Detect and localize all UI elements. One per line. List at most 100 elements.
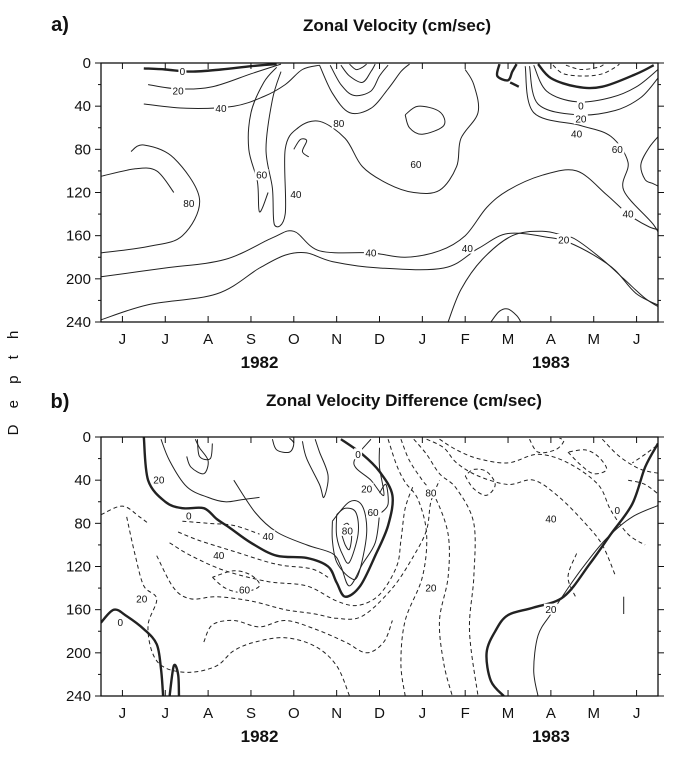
contour-line: [533, 64, 658, 103]
contour-label-bg: [423, 582, 438, 594]
contour-label: 40: [571, 130, 583, 141]
panel-label-b: b): [51, 391, 70, 413]
contour-line: [233, 479, 380, 587]
x-tick-label: M: [587, 331, 600, 348]
contour-label-bg: [543, 603, 558, 615]
contour-label-bg: [621, 208, 636, 220]
y-tick-label: 200: [66, 645, 91, 662]
contour-label-bg: [460, 242, 475, 254]
contour-label-bg: [134, 592, 149, 604]
contour-label: 80: [333, 119, 345, 130]
contour-label: 40: [545, 515, 557, 526]
contour-label: 0: [180, 67, 186, 78]
x-tick-label: M: [587, 705, 600, 722]
x-tick-label: A: [203, 331, 213, 348]
x-tick-label: F: [461, 331, 470, 348]
contour-line: [247, 66, 278, 213]
x-tick-label: M: [502, 331, 515, 348]
contour-line: [537, 63, 655, 90]
contour-line: [335, 507, 359, 564]
contour-line: [524, 66, 658, 233]
contour-label: 40: [622, 210, 634, 221]
panel-b: b) Zonal Velocity Difference (cm/sec)2004…: [51, 391, 664, 746]
contour-line: [567, 449, 608, 475]
contour-label-bg: [423, 487, 438, 499]
contour-label: 0: [615, 506, 621, 517]
contour-line: [509, 81, 520, 88]
x-tick-label: M: [502, 705, 515, 722]
contour-line: [349, 63, 367, 71]
y-tick-label: 0: [83, 55, 91, 72]
x-tick-label: D: [374, 705, 385, 722]
contour-label: 60: [256, 171, 268, 182]
contour-label: 60: [612, 145, 624, 156]
contour-label-bg: [340, 524, 355, 536]
contour-line: [143, 63, 277, 73]
x-tick-label: A: [546, 331, 556, 348]
y-tick-label: 240: [66, 314, 91, 331]
contour-label: 40: [290, 190, 302, 201]
contours-a: [101, 63, 658, 322]
contour-line: [529, 66, 658, 116]
x-tick-label: S: [246, 705, 256, 722]
x-tick-label: O: [288, 331, 300, 348]
year-label: 1983: [532, 353, 570, 372]
contour-line: [601, 438, 658, 474]
contour-line: [567, 553, 578, 600]
contour-label-bg: [213, 102, 228, 114]
contour-label-bg: [543, 513, 558, 525]
contour-label-bg: [116, 616, 125, 628]
contour-line: [101, 144, 201, 254]
y-tick-label: 120: [66, 185, 91, 202]
x-tick-label: D: [374, 331, 385, 348]
contour-label-bg: [610, 143, 625, 155]
contour-line: [426, 438, 616, 576]
x-tick-label: N: [331, 331, 342, 348]
contour-line: [101, 505, 149, 524]
panel-a: a) Zonal Velocity (cm/sec) 0 20 40 80 60 40 80 60…: [51, 14, 664, 372]
contour-label: 20: [558, 235, 570, 246]
contour-label-bg: [181, 197, 196, 209]
contour-label-bg: [171, 85, 186, 97]
contour-label: 60: [368, 508, 380, 519]
contour-line: [404, 105, 446, 135]
contour-label: 0: [355, 450, 361, 461]
contour-label-bg: [331, 117, 346, 129]
x-tick-label: J: [162, 705, 170, 722]
contour-label: 40: [213, 551, 225, 562]
contour-line: [529, 437, 565, 454]
contour-line: [439, 438, 646, 546]
depth-axis-label: D e p t h: [5, 325, 22, 436]
contour-label: 0: [186, 511, 192, 522]
contour-label-bg: [151, 474, 166, 486]
contour-label-bg: [359, 482, 374, 494]
x-tick-label: J: [119, 331, 127, 348]
contour-line: [565, 63, 605, 71]
plot-frame-b: [100, 436, 659, 697]
y-tick-label: 40: [74, 472, 91, 489]
x-tick-label: A: [546, 705, 556, 722]
contour-line: [142, 437, 394, 598]
contour-label: 80: [342, 526, 354, 537]
contour-label-bg: [576, 100, 585, 112]
contour-label-bg: [569, 128, 584, 140]
contour-label-bg: [261, 530, 276, 542]
contour-label-bg: [556, 233, 571, 245]
contour-label-bg: [366, 506, 381, 518]
contour-line: [379, 483, 389, 513]
contour-line: [143, 64, 320, 109]
contour-line: [340, 522, 353, 551]
contour-label: 60: [410, 160, 422, 171]
y-tick-label: 0: [83, 429, 91, 446]
contour-line: [160, 439, 260, 503]
contour-line: [169, 484, 415, 607]
contour-label: 40: [462, 244, 474, 255]
contour-line: [101, 169, 658, 278]
panel-title-a: Zonal Velocity (cm/sec): [303, 16, 491, 35]
contour-label: 0: [578, 102, 584, 113]
contour-line: [101, 167, 175, 193]
year-label: 1982: [241, 727, 279, 746]
y-tick-label: 80: [74, 141, 91, 158]
contour-line: [640, 136, 658, 187]
